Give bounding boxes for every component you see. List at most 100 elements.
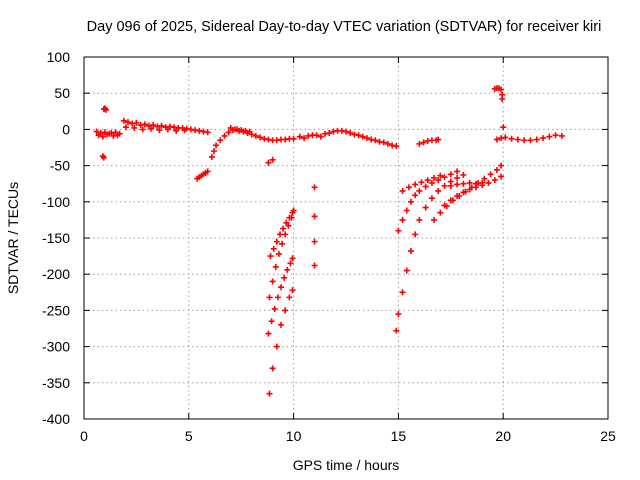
- data-point: [282, 307, 289, 314]
- series-n: [267, 209, 296, 260]
- series-y: [499, 95, 507, 131]
- data-point: [347, 130, 354, 137]
- x-axis-label: GPS time / hours: [293, 457, 400, 473]
- data-point: [502, 134, 509, 141]
- data-point: [420, 139, 427, 146]
- data-point: [273, 238, 280, 245]
- data-point: [267, 253, 274, 260]
- y-tick-label: 50: [54, 85, 70, 101]
- y-tick-labels: 100 50 0 -50 -100 -150 -200 -250 -300 -350 -400: [42, 49, 70, 427]
- data-point: [384, 140, 391, 147]
- data-point: [508, 135, 515, 142]
- data-point: [412, 231, 419, 238]
- data-point: [231, 126, 238, 133]
- data-point: [466, 186, 473, 193]
- series-k: [266, 287, 296, 397]
- data-points: [93, 85, 565, 397]
- data-point: [313, 132, 320, 139]
- data-point: [454, 174, 461, 181]
- series-v: [441, 173, 505, 209]
- series-c: [99, 153, 107, 161]
- data-point: [412, 192, 419, 199]
- data-point: [460, 189, 467, 196]
- data-point: [286, 214, 293, 221]
- y-tick-label: -350: [42, 375, 70, 391]
- data-point: [139, 126, 146, 133]
- data-point: [248, 131, 255, 138]
- data-point: [270, 245, 277, 252]
- data-point: [428, 195, 435, 202]
- data-point: [558, 132, 565, 139]
- data-point: [210, 148, 217, 155]
- data-point: [437, 209, 444, 216]
- data-point: [498, 173, 505, 180]
- data-point: [274, 294, 281, 301]
- data-point: [266, 390, 273, 397]
- data-point: [418, 179, 425, 186]
- data-point: [355, 132, 362, 139]
- data-point: [269, 156, 276, 163]
- data-point: [454, 181, 461, 188]
- data-point: [533, 136, 540, 143]
- data-point: [141, 121, 148, 128]
- data-point: [156, 127, 163, 134]
- data-point: [278, 284, 285, 291]
- series-l: [265, 255, 296, 337]
- data-point: [500, 124, 507, 131]
- data-point: [279, 240, 286, 247]
- data-point: [521, 137, 528, 144]
- data-point: [268, 318, 275, 325]
- data-point: [527, 137, 534, 144]
- data-point: [257, 134, 264, 141]
- data-point: [181, 127, 188, 134]
- data-point: [552, 132, 559, 139]
- series-a: [93, 128, 113, 140]
- chart-title: Day 096 of 2025, Sidereal Day-to-day VTE…: [87, 19, 602, 35]
- data-point: [116, 130, 123, 137]
- data-point: [498, 162, 505, 169]
- data-point: [120, 117, 127, 124]
- data-point: [221, 132, 228, 139]
- data-point: [407, 248, 414, 255]
- data-point: [311, 262, 318, 269]
- series-d: [108, 129, 123, 139]
- data-point: [393, 327, 400, 334]
- data-point: [441, 182, 448, 189]
- data-point: [265, 159, 272, 166]
- y-tick-label: -50: [50, 158, 70, 174]
- data-point: [311, 213, 318, 220]
- y-tick-label: -100: [42, 194, 70, 210]
- data-point: [284, 266, 291, 273]
- x-tick-label: 0: [80, 428, 88, 444]
- data-point: [363, 135, 370, 142]
- y-tick-label: -400: [42, 411, 70, 427]
- data-point: [289, 287, 296, 294]
- data-point: [393, 143, 400, 150]
- data-point: [252, 132, 259, 139]
- data-point: [265, 330, 272, 337]
- data-point: [472, 180, 479, 187]
- data-point: [240, 128, 247, 135]
- data-point: [407, 198, 414, 205]
- data-point: [403, 207, 410, 214]
- data-point: [399, 187, 406, 194]
- data-point: [416, 187, 423, 194]
- data-point: [435, 177, 442, 184]
- data-point: [372, 137, 379, 144]
- series-o: [311, 184, 318, 269]
- y-axis-label: SDTVAR / TECUs: [5, 182, 21, 294]
- data-point: [422, 204, 429, 211]
- data-point: [150, 122, 157, 129]
- x-tick-label: 5: [185, 428, 193, 444]
- data-point: [487, 171, 494, 178]
- data-point: [164, 126, 171, 133]
- data-point: [204, 129, 211, 136]
- x-tick-label: 10: [286, 428, 302, 444]
- data-point: [540, 135, 547, 142]
- series-p: [296, 127, 400, 150]
- data-point: [286, 294, 293, 301]
- series-z: [493, 132, 565, 144]
- data-point: [416, 216, 423, 223]
- data-point: [125, 119, 132, 126]
